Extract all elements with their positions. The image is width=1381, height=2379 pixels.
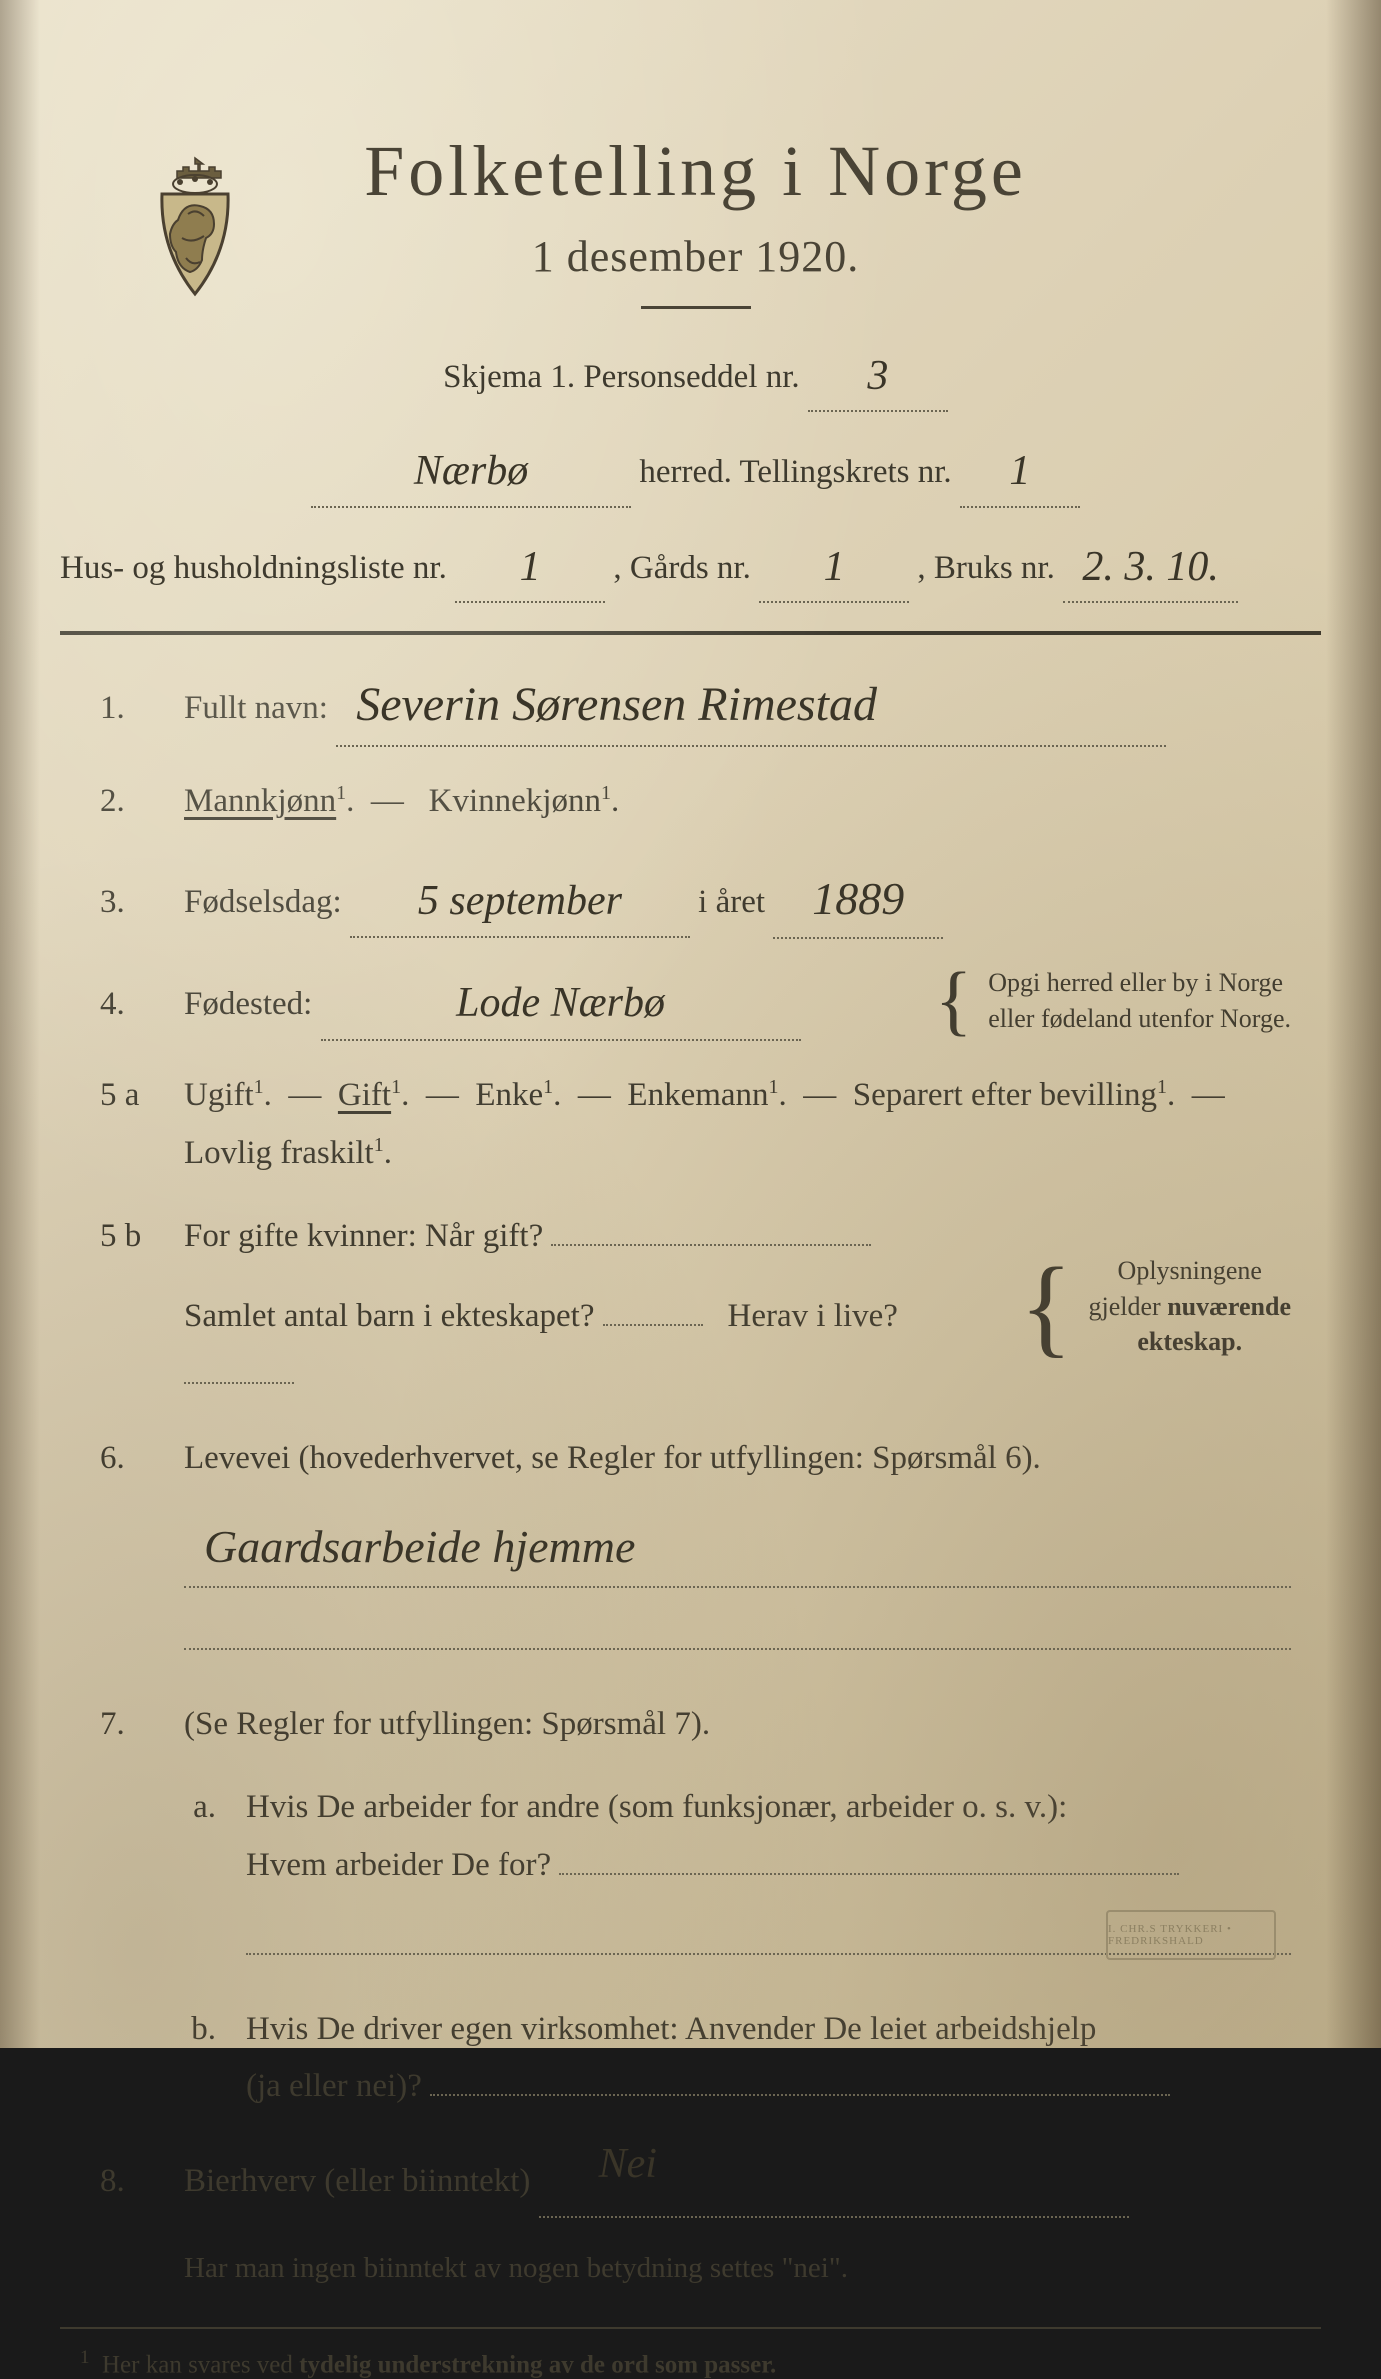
- q6-label: Levevei (hovederhvervet, se Regler for u…: [184, 1440, 1041, 1476]
- q7a-l1: Hvis De arbeider for andre (som funksjon…: [246, 1789, 1067, 1825]
- tellingskrets-nr: 1: [1009, 448, 1030, 494]
- q3-mid: i året: [698, 884, 765, 920]
- q3-num: 3.: [100, 874, 162, 932]
- q1-row: 1. Fullt navn: Severin Sørensen Rimestad: [100, 661, 1291, 747]
- skjema-line: Skjema 1. Personseddel nr. 3: [100, 339, 1291, 412]
- q3-year: 1889: [812, 873, 904, 924]
- herred-value: Nærbø: [414, 448, 528, 494]
- q1-label: Fullt navn:: [184, 690, 328, 726]
- q6-value: Gaardsarbeide hjemme: [204, 1521, 635, 1572]
- personseddel-nr: 3: [867, 353, 888, 399]
- divider-main: [60, 631, 1321, 635]
- hus-nr: 1: [520, 544, 541, 590]
- q7-label: (Se Regler for utfyllingen: Spørsmål 7).: [184, 1706, 710, 1742]
- q8-num: 8.: [100, 2153, 162, 2211]
- gards-label: , Gårds nr.: [613, 550, 750, 586]
- q7b-row: b. Hvis De driver egen virksomhet: Anven…: [162, 2001, 1291, 2117]
- q5a-ugift: Ugift: [184, 1077, 254, 1113]
- hus-label: Hus- og husholdningsliste nr.: [60, 550, 447, 586]
- q7-num: 7.: [100, 1696, 162, 1754]
- q2-num: 2.: [100, 773, 162, 831]
- q4-value: Lode Nærbø: [456, 980, 665, 1026]
- herred-line: Nærbø herred. Tellingskrets nr. 1: [100, 434, 1291, 507]
- page-shadow-left: [0, 0, 40, 2048]
- printer-stamp: I. CHR.S TRYKKERI • FREDRIKSHALD: [1106, 1910, 1276, 1960]
- q5a-row: 5 a Ugift1. — Gift1. — Enke1. — Enkemann…: [100, 1067, 1291, 1183]
- q5a-separert: Separert efter bevilling: [853, 1077, 1157, 1113]
- q6-row: 6. Levevei (hovederhvervet, se Regler fo…: [100, 1430, 1291, 1670]
- q7b-l1: Hvis De driver egen virksomhet: Anvender…: [246, 2011, 1096, 2047]
- herred-label: herred. Tellingskrets nr.: [639, 454, 951, 490]
- q5b-row: 5 b For gifte kvinner: Når gift? Samlet …: [100, 1208, 1291, 1403]
- q1-value: Severin Sørensen Rimestad: [356, 678, 877, 731]
- census-form-page: Folketelling i Norge 1 desember 1920. Sk…: [0, 0, 1381, 2048]
- title-main: Folketelling i Norge: [100, 130, 1291, 213]
- footer-note: Har man ingen biinntekt av nogen betydni…: [184, 2244, 1291, 2293]
- skjema-label: Skjema 1. Personseddel nr.: [443, 359, 800, 395]
- bruks-label: , Bruks nr.: [917, 550, 1055, 586]
- q5b-l1: For gifte kvinner: Når gift?: [184, 1218, 543, 1254]
- q5a-gift: Gift: [338, 1077, 391, 1113]
- footer-rule: [60, 2327, 1321, 2329]
- bruks-nr: 2. 3. 10.: [1082, 544, 1219, 590]
- header: Folketelling i Norge 1 desember 1920.: [100, 130, 1291, 309]
- q5b-l2a: Samlet antal barn i ekteskapet?: [184, 1298, 595, 1334]
- q7a-num: a.: [162, 1779, 224, 1837]
- q4-note1: Opgi herred eller by i Norge: [988, 965, 1291, 1000]
- q8-value: Nei: [599, 2141, 657, 2187]
- q4-note2: eller fødeland utenfor Norge.: [988, 1001, 1291, 1036]
- q2-row: 2. Mannkjønn1. — Kvinnekjønn1.: [100, 773, 1291, 831]
- q3-row: 3. Fødselsdag: 5 september i året 1889: [100, 857, 1291, 940]
- q8-row: 8. Bierhverv (eller biinntekt) Nei: [100, 2142, 1291, 2218]
- gards-nr: 1: [824, 544, 845, 590]
- q4-side-note: { Opgi herred eller by i Norge eller fød…: [935, 965, 1291, 1035]
- coat-of-arms-icon: [140, 150, 250, 300]
- q5b-l2b: Herav i live?: [728, 1298, 898, 1334]
- q5a-enke: Enke: [475, 1077, 543, 1113]
- title-sub: 1 desember 1920.: [100, 231, 1291, 282]
- q5a-num: 5 a: [100, 1067, 162, 1125]
- q7-row: 7. (Se Regler for utfyllingen: Spørsmål …: [100, 1696, 1291, 1754]
- q6-num: 6.: [100, 1430, 162, 1488]
- q3-day: 5 september: [418, 878, 622, 924]
- q1-num: 1.: [100, 680, 162, 738]
- title-rule: [641, 306, 751, 309]
- page-shadow-right: [1326, 0, 1381, 2048]
- q5a-fraskilt: Lovlig fraskilt: [184, 1135, 374, 1171]
- q3-label: Fødselsdag:: [184, 884, 342, 920]
- q2-opt-mann: Mannkjønn: [184, 783, 336, 819]
- q5b-num: 5 b: [100, 1208, 162, 1266]
- q7a-l2: Hvem arbeider De for?: [246, 1847, 551, 1883]
- q4-label: Fødested:: [184, 986, 312, 1022]
- q7b-num: b.: [162, 2001, 224, 2059]
- q4-row: 4. Fødested: Lode Nærbø { Opgi herred el…: [100, 965, 1291, 1041]
- q2-opt-kvinne: Kvinnekjønn: [429, 783, 601, 819]
- q4-num: 4.: [100, 976, 162, 1034]
- q5b-side-note: { Oplysningene gjelder nuværende ekteska…: [1020, 1253, 1291, 1358]
- footnote: 1 Her kan svares ved tydelig understrekn…: [80, 2347, 1291, 2379]
- q5a-enkemann: Enkemann: [627, 1077, 768, 1113]
- hus-line: Hus- og husholdningsliste nr. 1 , Gårds …: [60, 530, 1321, 603]
- q8-label: Bierhverv (eller biinntekt): [184, 2163, 530, 2199]
- q7b-l2: (ja eller nei)?: [246, 2068, 422, 2104]
